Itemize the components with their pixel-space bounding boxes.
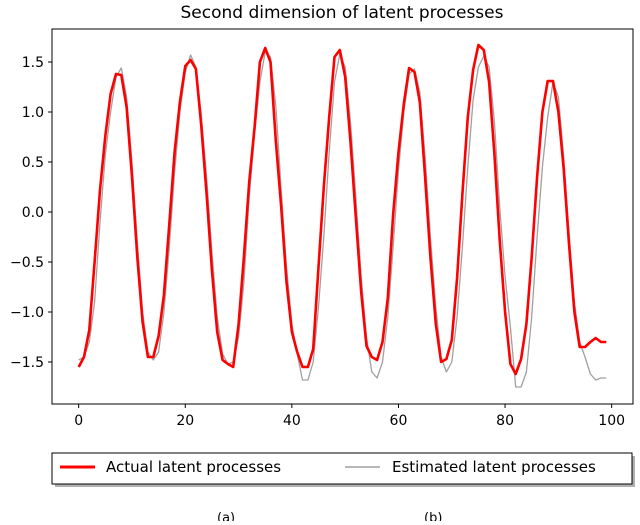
legend-label-actual: Actual latent processes — [106, 458, 281, 476]
legend-label-estimated: Estimated latent processes — [392, 458, 596, 476]
plot-area — [77, 43, 607, 388]
clipped-caption-right: (b) — [424, 511, 443, 521]
axes-frame — [51, 28, 634, 405]
x-tick-label: 40 — [283, 413, 301, 429]
x-tick-label: 100 — [598, 413, 625, 429]
y-tick-label: −1.5 — [10, 355, 44, 371]
series-line-actual — [77, 43, 607, 376]
clipped-caption: (a) (b) — [210, 508, 470, 521]
legend-frame — [51, 452, 633, 485]
legend: Actual latent processes Estimated latent… — [51, 452, 635, 487]
y-tick-label: −1.0 — [10, 305, 44, 321]
clipped-caption-left: (a) — [217, 511, 236, 521]
x-tick-label: 80 — [496, 413, 514, 429]
x-tick-label: 60 — [390, 413, 408, 429]
x-tick-label: 0 — [74, 413, 83, 429]
y-tick-label: −0.5 — [10, 255, 44, 271]
x-tick-label: 20 — [176, 413, 194, 429]
axes: 0 20 40 60 80 100 −1.5 −1.0 −0.5 0.0 0.5 1.0 1.5 — [10, 28, 634, 429]
y-tick-label: 0.5 — [22, 155, 44, 171]
y-tick-label: 1.5 — [22, 55, 44, 71]
y-tick-label: 1.0 — [22, 105, 44, 121]
y-tick-label: 0.0 — [22, 205, 44, 221]
chart-title: Second dimension of latent processes — [181, 3, 504, 23]
